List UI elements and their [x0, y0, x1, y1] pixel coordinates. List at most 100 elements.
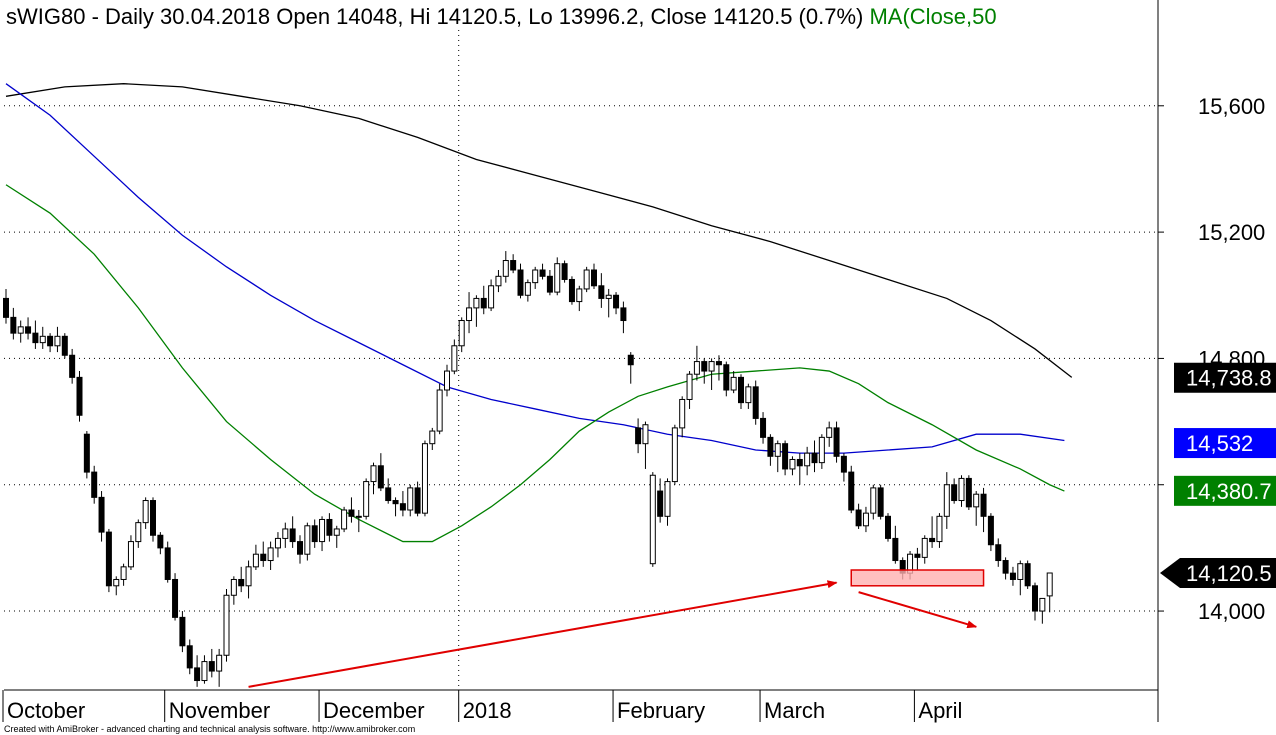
- x-tick-label: April: [918, 698, 962, 723]
- candle-body: [392, 500, 399, 505]
- candle-body: [826, 427, 833, 438]
- value-label: 14,738.8: [1186, 366, 1272, 391]
- candle-body: [840, 455, 847, 473]
- ma-value-tag: [1174, 428, 1276, 459]
- candle-body: [297, 541, 303, 555]
- candle-body: [17, 326, 24, 334]
- candle-body: [488, 285, 495, 309]
- candle-body: [274, 537, 281, 549]
- candle-body: [363, 481, 370, 517]
- candle-body: [157, 534, 164, 549]
- candle-body: [885, 515, 891, 539]
- candle-body: [502, 260, 509, 277]
- trend-arrow-short: [858, 591, 978, 629]
- candle-body: [245, 566, 252, 587]
- x-tick-label: 2018: [463, 698, 512, 723]
- candle-body: [701, 361, 708, 372]
- candle-body: [216, 654, 223, 672]
- candle-body: [201, 661, 208, 682]
- candle-body: [730, 376, 737, 391]
- candle-body: [466, 307, 473, 322]
- candle-body: [848, 471, 855, 511]
- candle-body: [444, 370, 450, 391]
- candle-body: [965, 477, 972, 508]
- candle-body: [605, 294, 612, 299]
- value-label: 14,380.7: [1186, 479, 1272, 504]
- candle-body: [458, 320, 465, 347]
- candle-body: [473, 297, 480, 309]
- candle-body: [995, 544, 1002, 562]
- price-candles: [3, 251, 1053, 687]
- candle-body: [635, 427, 642, 445]
- candle-body: [811, 452, 818, 464]
- candle-body: [1002, 560, 1009, 574]
- annotations: [248, 569, 985, 688]
- candle-body: [833, 427, 840, 457]
- x-tick-label: February: [617, 698, 705, 723]
- candle-body: [804, 452, 811, 467]
- candle-body: [260, 553, 267, 562]
- candle-body: [355, 515, 362, 518]
- candle-body: [120, 566, 127, 580]
- candle-body: [91, 471, 98, 498]
- ma50-line: [5, 184, 1065, 543]
- candle-body: [980, 493, 987, 517]
- candle-body: [943, 484, 950, 517]
- candle-body: [377, 465, 384, 489]
- candle-body: [1039, 597, 1046, 612]
- candle-body: [693, 361, 700, 375]
- x-tick-label: October: [7, 698, 85, 723]
- candle-body: [341, 509, 348, 530]
- candle-body: [289, 528, 296, 543]
- candle-body: [1046, 572, 1053, 597]
- candle-body: [1009, 572, 1016, 580]
- candle-body: [385, 487, 392, 502]
- candle-body: [421, 443, 428, 514]
- candle-body: [370, 465, 377, 483]
- candle-body: [796, 458, 803, 467]
- candle-body: [627, 354, 634, 366]
- candle-body: [892, 537, 899, 562]
- candle-body: [451, 345, 458, 372]
- candle-body: [510, 260, 517, 271]
- title-ma: MA(Close,50: [869, 4, 997, 29]
- candle-body: [194, 667, 201, 682]
- y-tick-label: 15,200: [1198, 220, 1265, 245]
- candle-body: [61, 335, 68, 356]
- candle-body: [760, 417, 767, 438]
- candle-body: [47, 335, 54, 347]
- candle-body: [723, 364, 730, 391]
- candle-body: [774, 443, 781, 457]
- candle-body: [282, 528, 289, 539]
- candle-body: [142, 500, 149, 524]
- candle-body: [495, 275, 502, 287]
- support-zone-box: [850, 569, 985, 587]
- candle-body: [32, 332, 39, 344]
- candle-body: [105, 531, 112, 587]
- candle-body: [745, 386, 752, 404]
- value-label: 14,120.5: [1186, 561, 1272, 586]
- y-tick-label: 15,600: [1198, 94, 1265, 119]
- candle-body: [208, 661, 215, 672]
- candle-body: [921, 537, 928, 558]
- candle-body: [877, 487, 884, 517]
- candle-body: [532, 269, 539, 284]
- candle-body: [664, 481, 671, 517]
- x-tick-label: December: [323, 698, 424, 723]
- candle-body: [546, 275, 553, 293]
- candle-body: [936, 515, 943, 543]
- candle-body: [591, 269, 597, 287]
- candle-body: [671, 427, 678, 483]
- candle-body: [436, 389, 443, 432]
- candle-body: [76, 376, 83, 416]
- price-labels: 14,738.8 14,532 14,380.7 14,120.5: [1160, 362, 1276, 588]
- candle-body: [348, 509, 355, 517]
- candle-body: [568, 278, 575, 303]
- candle-body: [914, 553, 921, 558]
- candle-body: [304, 525, 311, 555]
- candle-body: [576, 288, 583, 303]
- candle-body: [855, 509, 862, 527]
- candle-body: [738, 376, 744, 404]
- candle-body: [583, 269, 590, 290]
- candle-body: [715, 361, 722, 366]
